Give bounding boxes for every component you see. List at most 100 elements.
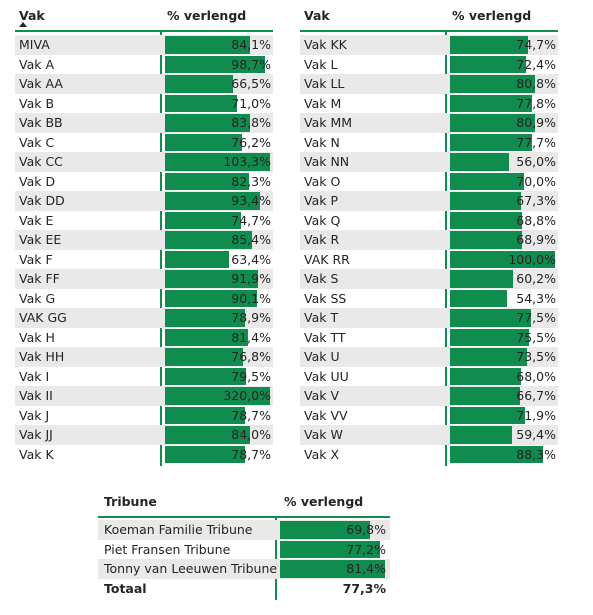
table-row[interactable]: Vak SS 54,3% [300, 289, 558, 309]
row-value: 320,0% [223, 388, 271, 403]
total-value: 77,3% [342, 581, 386, 596]
row-value: 84,0% [231, 427, 271, 442]
row-value: 76,2% [231, 134, 271, 150]
table-row[interactable]: Vak K 78,7% [15, 445, 273, 465]
table-row[interactable]: Vak S 60,2% [300, 269, 558, 289]
data-bar [165, 387, 270, 405]
table-row[interactable]: Vak TT 75,5% [300, 328, 558, 348]
data-bar [450, 270, 514, 288]
table-row[interactable]: Vak N 77,7% [300, 133, 558, 153]
row-value: 69,8% [346, 522, 386, 537]
table-row[interactable]: Vak B 71,0% [15, 94, 273, 114]
row-name: Vak CC [19, 154, 63, 169]
data-bar [165, 406, 245, 424]
table-row[interactable]: Vak W 59,4% [300, 425, 558, 445]
table-row[interactable]: Vak U 73,5% [300, 347, 558, 367]
row-name: Vak TT [304, 329, 346, 345]
row-name: Vak BB [19, 115, 63, 130]
table-header: Vak % verlengd [15, 4, 273, 32]
table-row[interactable]: VAK GG 78,9% [15, 308, 273, 328]
row-value: 70,0% [516, 173, 556, 189]
table-row[interactable]: Vak F 63,4% [15, 250, 273, 270]
table-row[interactable]: Vak V 66,7% [300, 386, 558, 406]
table-row[interactable]: Vak P 67,3% [300, 191, 558, 211]
row-value: 54,3% [516, 290, 556, 306]
data-bar [450, 55, 527, 73]
row-value: 66,5% [231, 76, 271, 91]
table-row[interactable]: Vak C 76,2% [15, 133, 273, 153]
table-row[interactable]: Vak J 78,7% [15, 406, 273, 426]
table-row[interactable]: Vak II 320,0% [15, 386, 273, 406]
table-row[interactable]: Koeman Familie Tribune 69,8% [98, 520, 390, 540]
table-header: Tribune % verlengd [98, 488, 390, 518]
row-value: 74,7% [516, 37, 556, 52]
table-row[interactable]: Vak A 98,7% [15, 55, 273, 75]
row-value: 80,9% [516, 115, 556, 130]
row-name: Vak Q [304, 212, 341, 228]
table-row[interactable]: Vak E 74,7% [15, 211, 273, 231]
table-row[interactable]: Vak L 72,4% [300, 55, 558, 75]
row-name: Vak KK [304, 37, 347, 52]
column-header-vak[interactable]: Vak [304, 8, 330, 23]
table-row[interactable]: MIVA 84,1% [15, 35, 273, 55]
data-bar [165, 328, 248, 346]
table-row[interactable]: Vak JJ 84,0% [15, 425, 273, 445]
data-bar [280, 560, 385, 578]
row-name: Piet Fransen Tribune [104, 541, 231, 557]
table-row[interactable]: Vak MM 80,9% [300, 113, 558, 133]
table-tribune: Tribune % verlengd Koeman Familie Tribun… [98, 488, 390, 600]
row-value: 78,9% [231, 310, 271, 325]
data-bar [165, 133, 243, 151]
table-row[interactable]: Vak H 81,4% [15, 328, 273, 348]
table-row[interactable]: Vak HH 76,8% [15, 347, 273, 367]
table-row[interactable]: Vak D 82,3% [15, 172, 273, 192]
column-header-verlengd[interactable]: % verlengd [452, 8, 532, 23]
table-row[interactable]: Vak CC 103,3% [15, 152, 273, 172]
row-name: Vak UU [304, 368, 349, 384]
table-row[interactable]: Vak KK 74,7% [300, 35, 558, 55]
data-bar [165, 289, 257, 307]
column-header-verlengd[interactable]: % verlengd [167, 8, 247, 23]
table-row[interactable]: Vak O 70,0% [300, 172, 558, 192]
column-header-verlengd[interactable]: % verlengd [284, 494, 364, 509]
table-row[interactable]: Vak VV 71,9% [300, 406, 558, 426]
row-value: 67,3% [516, 193, 556, 208]
data-bar [280, 540, 380, 558]
table-row[interactable]: Vak R 68,9% [300, 230, 558, 250]
column-header-tribune[interactable]: Tribune [104, 494, 157, 509]
table-row[interactable]: Vak NN 56,0% [300, 152, 558, 172]
table-row[interactable]: Vak G 90,1% [15, 289, 273, 309]
data-bar [165, 211, 241, 229]
table-row[interactable]: Vak AA 66,5% [15, 74, 273, 94]
table-row[interactable]: VAK RR 100,0% [300, 250, 558, 270]
table-row[interactable]: Tonny van Leeuwen Tribune 81,4% [98, 559, 390, 579]
table-row[interactable]: Vak DD 93,4% [15, 191, 273, 211]
table-row[interactable]: Vak Q 68,8% [300, 211, 558, 231]
table-row[interactable]: Vak LL 80,8% [300, 74, 558, 94]
table-row[interactable]: Vak UU 68,0% [300, 367, 558, 387]
sort-ascending-icon[interactable] [19, 22, 27, 27]
table-row[interactable]: Vak M 77,8% [300, 94, 558, 114]
row-name: Vak S [304, 271, 339, 286]
data-bar [450, 133, 532, 151]
row-name: Koeman Familie Tribune [104, 522, 253, 537]
table-vak-left: Vak % verlengd MIVA 84,1% Vak A 98,7% Vak AA… [15, 4, 273, 466]
table-row[interactable]: Piet Fransen Tribune 77,2% [98, 540, 390, 560]
row-value: 56,0% [516, 154, 556, 169]
row-name: VAK RR [304, 251, 350, 267]
table-row[interactable]: Vak FF 91,9% [15, 269, 273, 289]
row-value: 68,0% [516, 368, 556, 384]
table-row[interactable]: Vak BB 83,8% [15, 113, 273, 133]
row-name: VAK GG [19, 310, 67, 325]
column-header-vak[interactable]: Vak [19, 8, 45, 23]
table-header: Vak % verlengd [300, 4, 558, 32]
table-row[interactable]: Vak T 77,5% [300, 308, 558, 328]
table-row[interactable]: Vak I 79,5% [15, 367, 273, 387]
table-row[interactable]: Vak X 88,3% [300, 445, 558, 465]
row-name: Vak C [19, 134, 55, 150]
data-bar [165, 270, 259, 288]
table-row[interactable]: Vak EE 85,4% [15, 230, 273, 250]
data-bar [165, 309, 246, 327]
row-name: Vak NN [304, 154, 350, 169]
row-value: 71,0% [231, 95, 271, 111]
